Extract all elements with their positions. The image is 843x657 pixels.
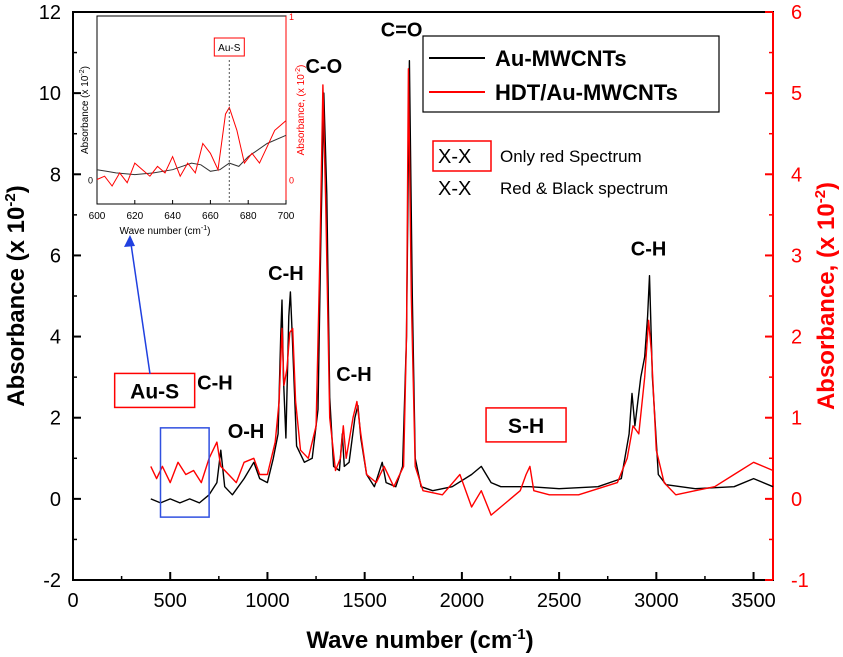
y-right-tick-label: 3 <box>791 245 802 267</box>
inset-y-right-tick-label: 0 <box>289 175 294 185</box>
peak-label: C=O <box>381 19 423 41</box>
y-left-tick-label: 2 <box>50 408 61 430</box>
inset-y-right-tick-label: 1 <box>289 12 294 22</box>
x-tick-label: 3500 <box>731 590 776 612</box>
y-left-tick-label: 4 <box>50 327 61 349</box>
y-right-tick-label: 6 <box>791 2 802 24</box>
peak-label: C-H <box>631 238 667 260</box>
inset-y-left-axis-label: Absorbance (x 10-2) <box>79 66 91 154</box>
y-right-tick-label: -1 <box>791 570 809 592</box>
peak-label: C-H <box>268 263 304 285</box>
y-left-tick-label: 0 <box>50 489 61 511</box>
inset-y-right-axis-label: Absorbance, (x 10-2) <box>295 65 307 156</box>
peak-label: C-H <box>336 364 372 386</box>
legend-label: Au-MWCNTs <box>495 46 627 71</box>
y-right-tick-label: 4 <box>791 164 802 186</box>
inset-x-tick-label: 640 <box>164 211 181 222</box>
zoom-arrow-head <box>124 235 135 247</box>
inset-red-line <box>96 106 287 187</box>
note-marker: X-X <box>438 178 471 200</box>
x-tick-label: 2000 <box>440 590 485 612</box>
inset-x-tick-label: 620 <box>126 211 143 222</box>
inset-frame <box>96 15 287 205</box>
zoom-region-box <box>159 427 210 518</box>
peak-label: O-H <box>228 421 265 443</box>
legend-label: HDT/Au-MWCNTs <box>495 80 678 105</box>
y-left-tick-label: 12 <box>39 2 61 24</box>
y-left-tick-label: 6 <box>50 245 61 267</box>
series-line-au-mwcnts <box>150 60 774 504</box>
boxed-label-frame <box>113 372 196 409</box>
inset-x-tick-label: 680 <box>240 211 257 222</box>
x-tick-label: 1000 <box>245 590 290 612</box>
inset-x-axis-label: Wave number (cm-1) <box>120 225 211 237</box>
y-left-tick-label: 10 <box>39 83 61 105</box>
boxed-label-frame <box>485 407 567 443</box>
x-tick-label: 0 <box>67 590 78 612</box>
note-text: Only red Spectrum <box>500 147 642 166</box>
y-left-tick-label: -2 <box>43 570 61 592</box>
legend-box <box>422 35 720 113</box>
y-right-tick-label: 0 <box>791 489 802 511</box>
peak-label: C-H <box>197 372 233 394</box>
y-left-tick-label: 8 <box>50 164 61 186</box>
x-tick-label: 500 <box>154 590 187 612</box>
inset-y-left-tick-label: 0 <box>88 175 93 185</box>
y-right-tick-label: 5 <box>791 83 802 105</box>
inset-x-tick-label: 660 <box>202 211 219 222</box>
y-right-axis-label: Absorbance, (x 10-2) <box>812 182 840 410</box>
note-marker: X-X <box>438 146 471 168</box>
peak-label: C-O <box>305 56 342 78</box>
y-right-tick-label: 1 <box>791 408 802 430</box>
inset-x-tick-label: 600 <box>89 211 106 222</box>
note-text: Red & Black spectrum <box>500 179 668 198</box>
y-left-axis-label: Absorbance (x 10-2) <box>2 185 30 406</box>
boxed-label: Au-S <box>130 380 179 403</box>
inset-black-line <box>96 134 287 176</box>
note-marker-box <box>432 140 492 172</box>
inset-x-tick-label: 700 <box>278 211 295 222</box>
x-tick-label: 3000 <box>634 590 679 612</box>
y-right-tick-label: 2 <box>791 327 802 349</box>
x-axis-label: Wave number (cm-1) <box>306 626 533 654</box>
zoom-arrow-line <box>129 236 151 375</box>
inset-peak-label-frame <box>213 37 245 57</box>
inset-peak-label: Au-S <box>218 43 241 54</box>
series-line-hdt-au-mwcnts <box>150 68 774 516</box>
boxed-label: S-H <box>508 415 544 438</box>
x-tick-label: 2500 <box>537 590 582 612</box>
x-tick-label: 1500 <box>342 590 387 612</box>
